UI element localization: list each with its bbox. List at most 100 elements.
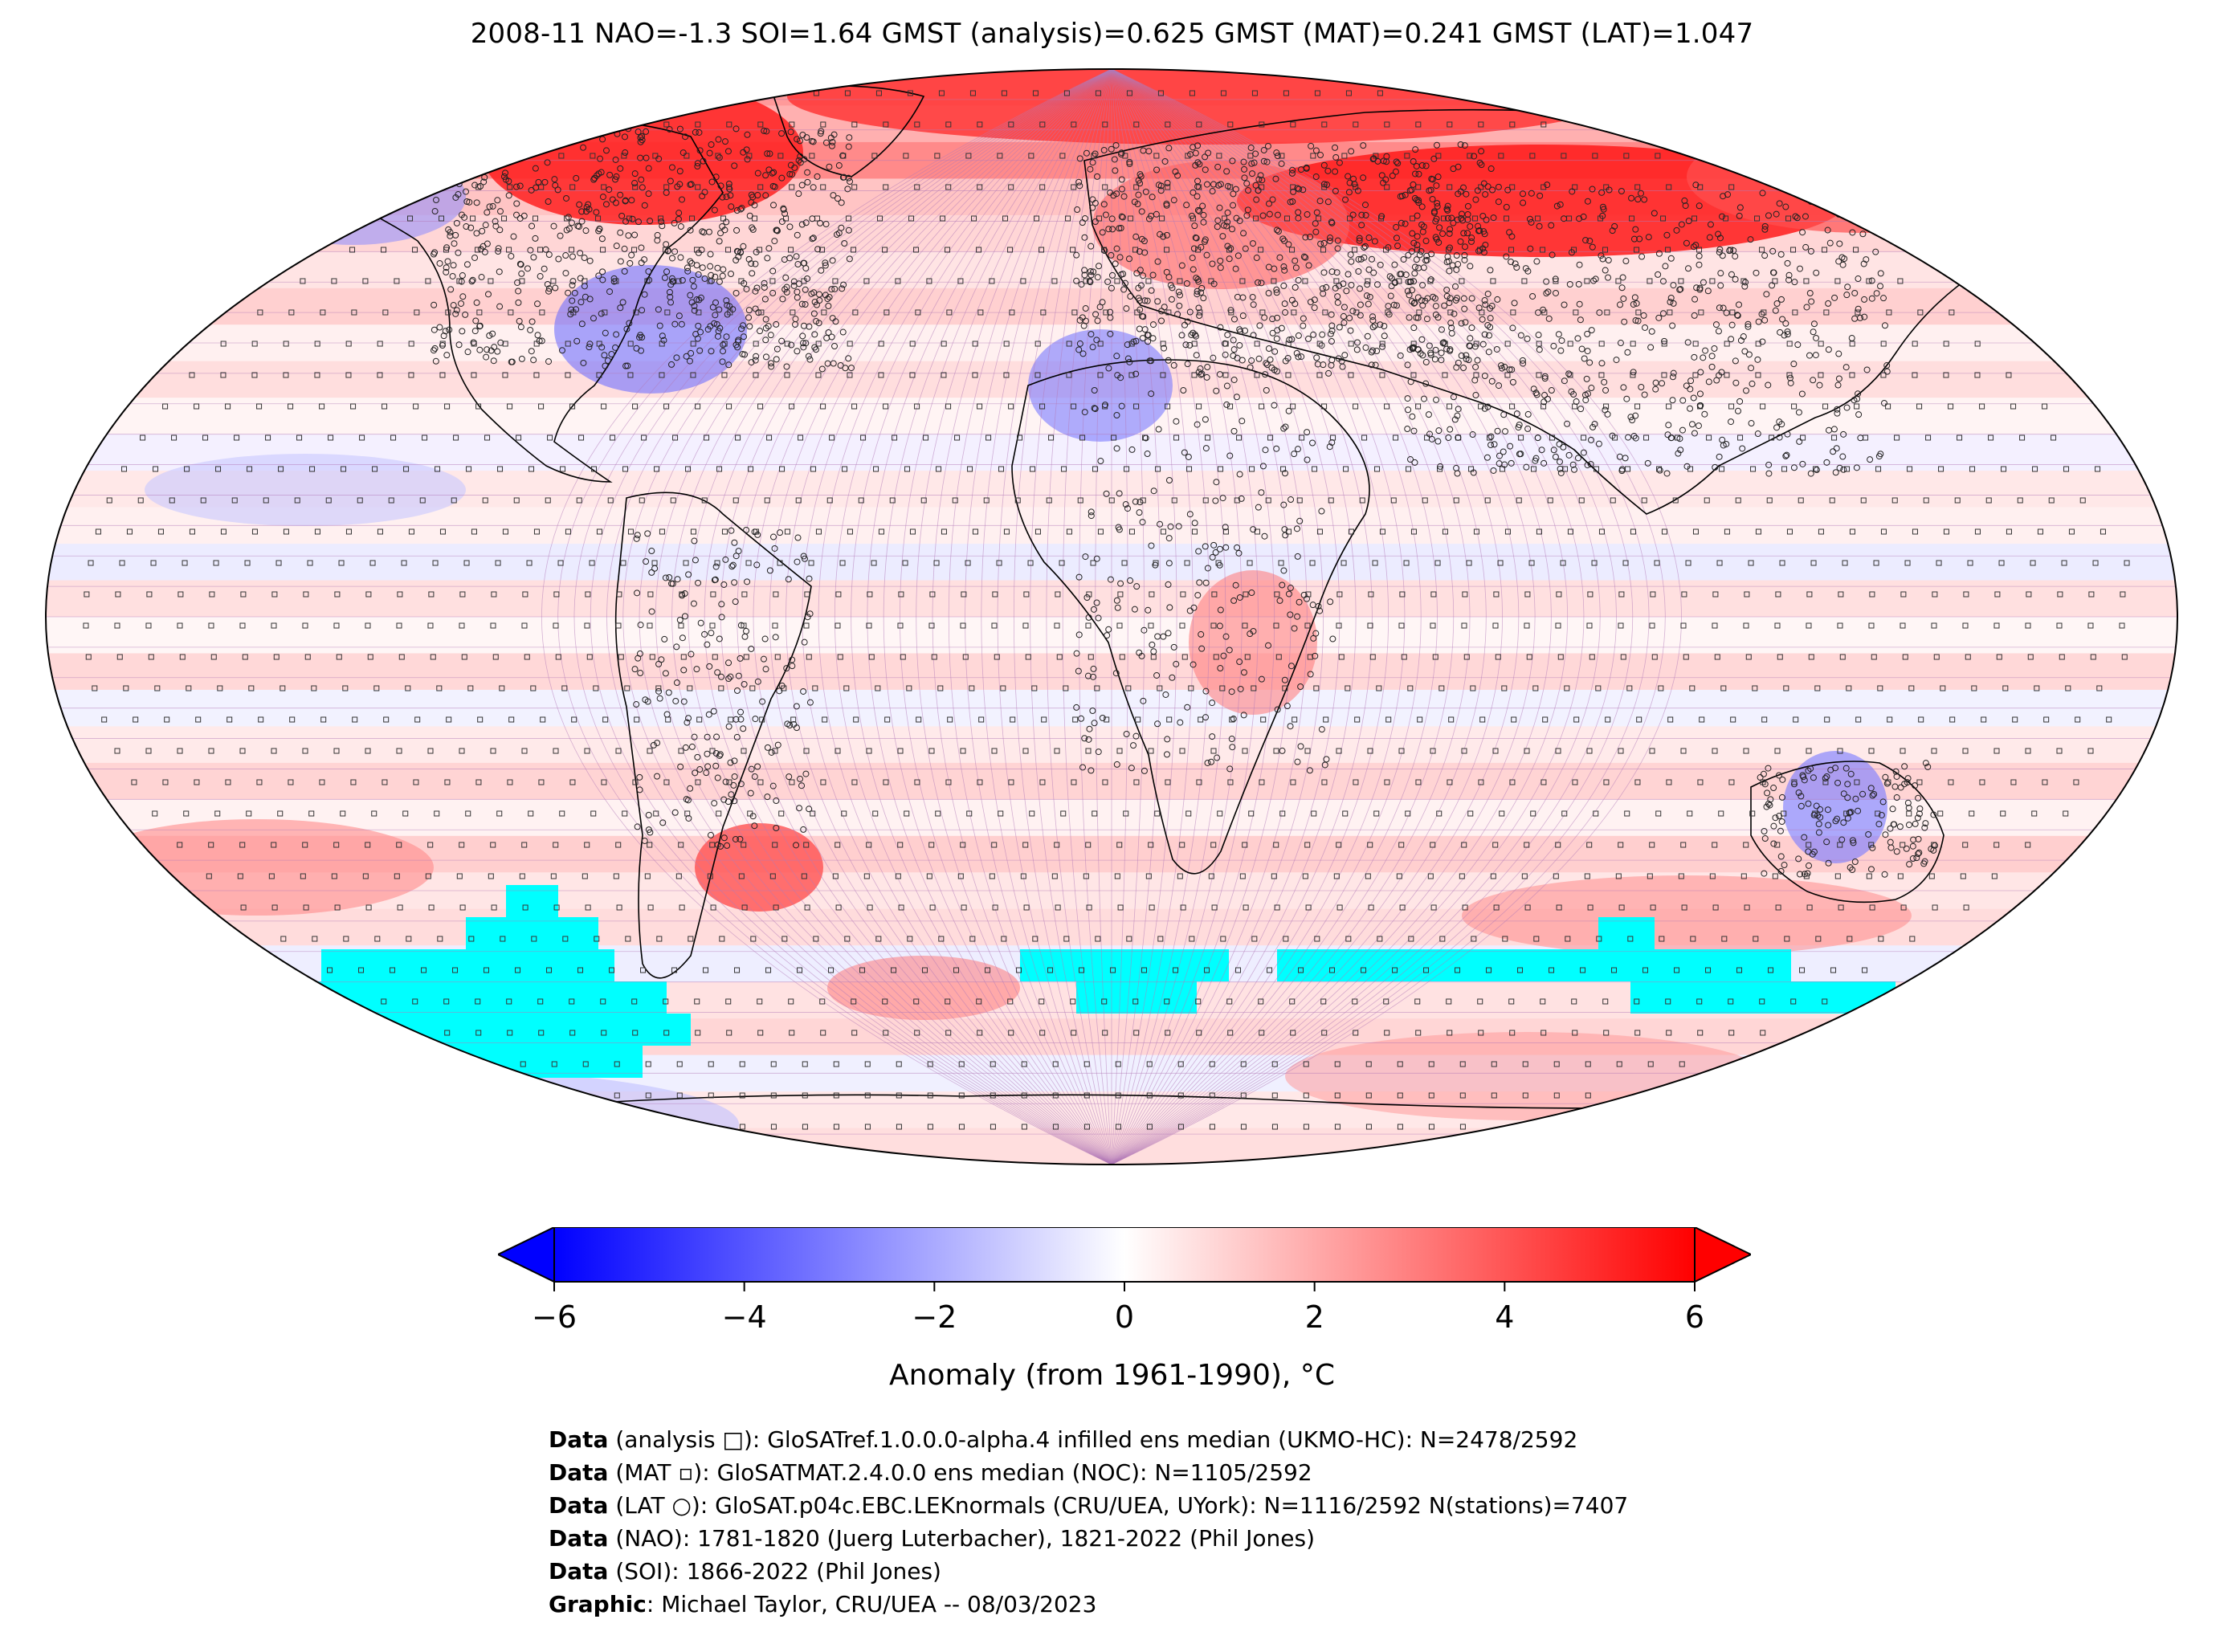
analysis-marker [553,904,560,911]
analysis-marker [1728,247,1734,253]
analysis-marker [1116,842,1123,848]
analysis-marker [1567,341,1573,347]
analysis-marker [1184,560,1190,566]
analysis-marker [866,748,872,754]
analysis-marker [926,278,932,284]
analysis-marker [907,936,913,942]
analysis-marker [1303,1092,1309,1099]
analysis-marker [1873,560,1879,566]
analysis-marker [1627,936,1634,942]
analysis-marker [1818,341,1824,347]
analysis-marker [162,779,169,785]
analysis-marker [244,560,251,566]
analysis-marker [1305,904,1312,911]
analysis-marker [639,497,645,504]
analysis-marker [1681,904,1687,911]
analysis-marker [1667,309,1673,316]
analysis-marker [1110,967,1116,973]
analysis-marker [789,779,795,785]
analysis-marker [1886,309,1892,316]
analysis-marker [1434,560,1441,566]
analysis-marker [1615,278,1622,284]
analysis-marker [273,654,280,660]
analysis-marker [644,873,651,879]
analysis-marker [684,153,690,159]
analysis-marker [1393,434,1399,441]
station-marker [602,201,610,208]
analysis-marker [1132,247,1139,253]
analysis-marker [289,716,296,723]
analysis-marker [1540,998,1546,1005]
analysis-marker [1744,904,1750,911]
analysis-marker [1195,998,1202,1005]
analysis-marker [900,654,906,660]
analysis-marker [1271,278,1277,284]
analysis-marker [345,372,352,378]
analysis-marker [555,654,561,660]
analysis-marker [978,716,985,723]
analysis-marker [914,403,920,410]
analysis-marker [1759,247,1765,253]
analysis-marker [875,936,882,942]
station-marker [466,151,473,158]
analysis-marker [1467,153,1473,159]
analysis-marker [1620,654,1626,660]
analysis-marker [220,341,226,347]
grid-meridian [1111,69,1471,1165]
analysis-marker [1594,466,1600,472]
analysis-marker [1348,528,1354,535]
analysis-marker [256,403,263,410]
analysis-marker [1208,873,1214,879]
analysis-marker [1415,779,1422,785]
station-marker [518,270,525,277]
analysis-marker [1690,936,1696,942]
analysis-marker [829,434,835,441]
analysis-marker [1028,153,1034,159]
analysis-marker [1179,842,1185,848]
analysis-marker [1709,278,1716,284]
analysis-marker [741,591,748,598]
analysis-marker [1649,622,1655,629]
analysis-marker [148,654,154,660]
analysis-marker [239,748,246,754]
analysis-marker [1022,842,1029,848]
analysis-marker [1831,434,1838,441]
analysis-marker [576,497,582,504]
analysis-marker [1060,810,1067,817]
analysis-marker [1572,1030,1578,1036]
analysis-marker [1587,591,1594,598]
station-marker [476,346,484,353]
analysis-marker [491,591,497,598]
analysis-marker [809,153,815,159]
analysis-marker [1603,779,1610,785]
station-marker [749,226,757,233]
analysis-marker [2087,748,2094,754]
analysis-marker [721,528,728,535]
analysis-marker [1791,403,1798,410]
analysis-marker [1210,748,1217,754]
station-marker [1801,187,1808,194]
analysis-marker [331,278,337,284]
analysis-marker [1289,247,1296,253]
station-marker [744,131,751,138]
analysis-marker [882,247,888,253]
analysis-marker [582,1061,589,1067]
analysis-marker [1000,685,1006,691]
analysis-marker [1712,622,1718,629]
analysis-marker [1441,215,1447,222]
analysis-marker [678,622,684,629]
analysis-marker [1793,716,1799,723]
analysis-marker [1039,403,1046,410]
analysis-marker [208,622,214,629]
analysis-marker [1071,403,1077,410]
analysis-marker [1210,622,1217,629]
analysis-marker [1540,247,1546,253]
analysis-marker [85,654,92,660]
station-marker [573,337,581,345]
analysis-marker [1718,810,1724,817]
analysis-marker [607,497,614,504]
analysis-marker [114,622,120,629]
analysis-marker [1439,936,1446,942]
analysis-marker [773,904,779,911]
analysis-marker [140,434,146,441]
